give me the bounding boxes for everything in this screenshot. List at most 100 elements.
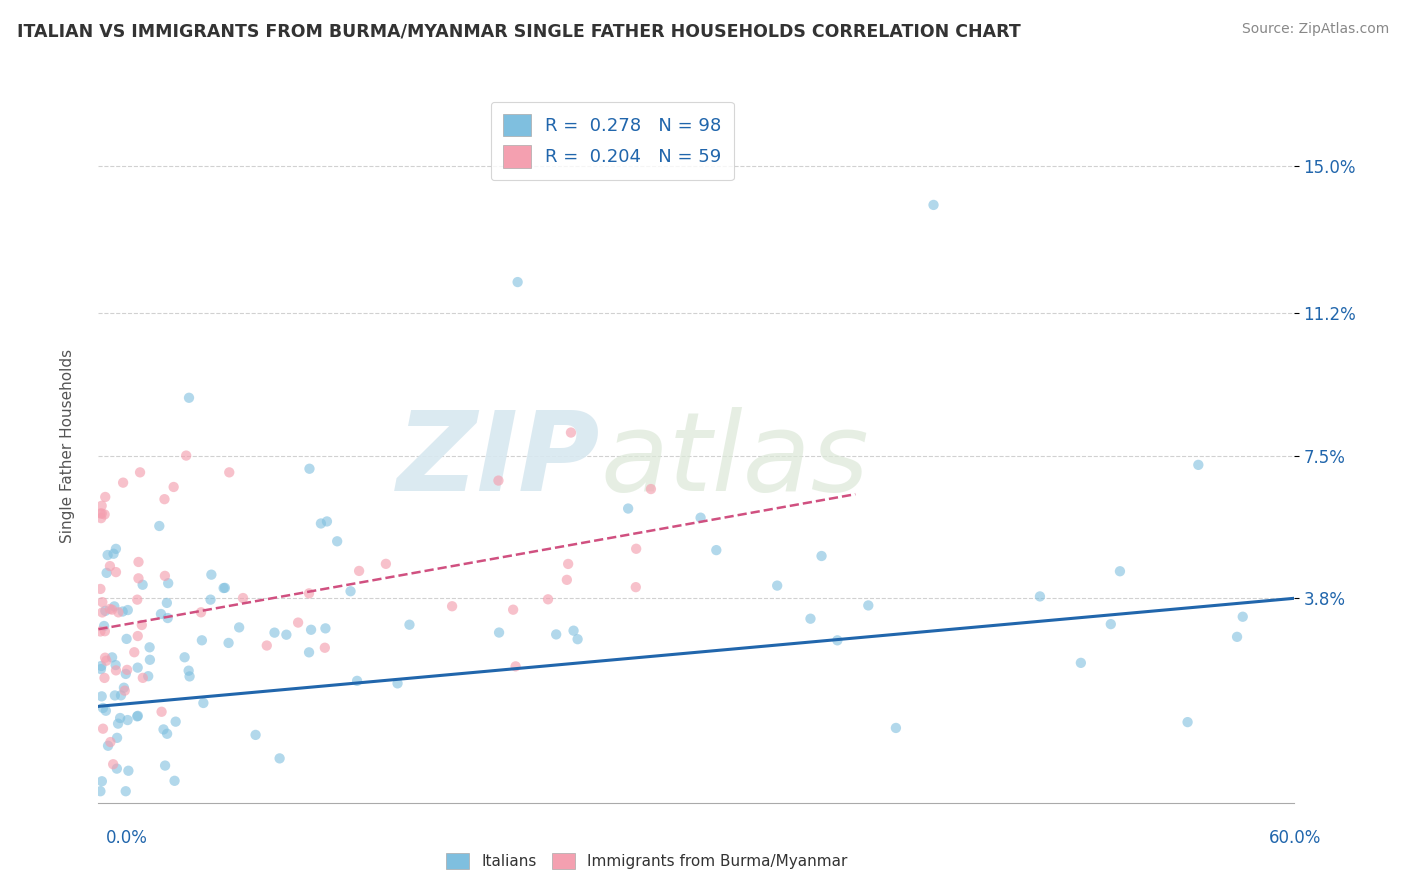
Text: ITALIAN VS IMMIGRANTS FROM BURMA/MYANMAR SINGLE FATHER HOUSEHOLDS CORRELATION CH: ITALIAN VS IMMIGRANTS FROM BURMA/MYANMAR… <box>17 22 1021 40</box>
Point <box>101 757 124 772</box>
Point <box>131 618 153 632</box>
Point <box>148 519 170 533</box>
Point <box>91 595 114 609</box>
Point <box>347 564 370 578</box>
Point <box>179 669 201 683</box>
Point <box>165 714 187 729</box>
Point <box>89 507 111 521</box>
Point <box>94 650 117 665</box>
Point <box>218 636 240 650</box>
Point <box>152 723 174 737</box>
Point <box>103 547 125 561</box>
Point <box>90 659 112 673</box>
Point <box>212 581 235 595</box>
Point <box>200 592 222 607</box>
Point <box>193 696 215 710</box>
Point <box>103 599 125 614</box>
Point <box>107 605 129 619</box>
Point <box>191 633 214 648</box>
Point <box>177 664 200 678</box>
Point <box>101 602 124 616</box>
Point <box>1187 458 1209 472</box>
Point <box>374 557 396 571</box>
Point <box>91 701 114 715</box>
Point <box>108 711 131 725</box>
Point <box>502 603 524 617</box>
Point <box>91 722 114 736</box>
Point <box>299 623 322 637</box>
Point <box>94 624 117 639</box>
Point <box>110 689 132 703</box>
Point <box>624 580 647 594</box>
Point <box>149 607 172 621</box>
Point <box>156 727 179 741</box>
Point <box>232 591 254 605</box>
Point <box>1029 590 1052 604</box>
Point <box>117 764 139 778</box>
Point <box>91 606 114 620</box>
Point <box>398 617 420 632</box>
Point <box>115 632 138 646</box>
Text: 0.0%: 0.0% <box>105 829 148 847</box>
Point <box>127 571 149 585</box>
Point <box>104 658 127 673</box>
Point <box>256 639 278 653</box>
Point <box>298 645 321 659</box>
Point <box>156 596 179 610</box>
Point <box>132 671 155 685</box>
Point <box>245 728 267 742</box>
Point <box>124 645 146 659</box>
Point <box>557 557 579 571</box>
Point <box>1226 630 1249 644</box>
Point <box>104 689 127 703</box>
Point <box>89 624 111 639</box>
Legend: Italians, Immigrants from Burma/Myanmar: Italians, Immigrants from Burma/Myanmar <box>440 847 853 875</box>
Point <box>111 605 134 619</box>
Point <box>562 624 585 638</box>
Point <box>153 758 176 772</box>
Point <box>114 784 136 798</box>
Point <box>1099 617 1122 632</box>
Point <box>93 508 115 522</box>
Point <box>689 510 711 524</box>
Point <box>314 621 336 635</box>
Point <box>107 716 129 731</box>
Point <box>96 566 118 580</box>
Point <box>93 619 115 633</box>
Point <box>127 592 149 607</box>
Point <box>138 640 160 655</box>
Point <box>97 739 120 753</box>
Point <box>105 731 128 745</box>
Point <box>218 466 240 480</box>
Point <box>157 576 180 591</box>
Point <box>93 671 115 685</box>
Point <box>387 676 409 690</box>
Point <box>640 482 662 496</box>
Point <box>97 548 120 562</box>
Point <box>537 592 560 607</box>
Point <box>326 534 349 549</box>
Point <box>90 774 112 789</box>
Point <box>263 625 285 640</box>
Point <box>339 584 361 599</box>
Text: atlas: atlas <box>600 407 869 514</box>
Point <box>799 612 821 626</box>
Point <box>567 632 589 647</box>
Point <box>617 501 640 516</box>
Point <box>117 603 139 617</box>
Point <box>90 507 112 521</box>
Point <box>810 549 832 563</box>
Point <box>314 640 336 655</box>
Point <box>139 653 162 667</box>
Point <box>127 629 149 643</box>
Point <box>112 475 135 490</box>
Point <box>174 449 197 463</box>
Point <box>269 751 291 765</box>
Point <box>96 654 118 668</box>
Point <box>546 627 568 641</box>
Point <box>98 559 121 574</box>
Point <box>555 573 578 587</box>
Point <box>127 709 149 723</box>
Point <box>89 582 111 596</box>
Point <box>104 565 127 579</box>
